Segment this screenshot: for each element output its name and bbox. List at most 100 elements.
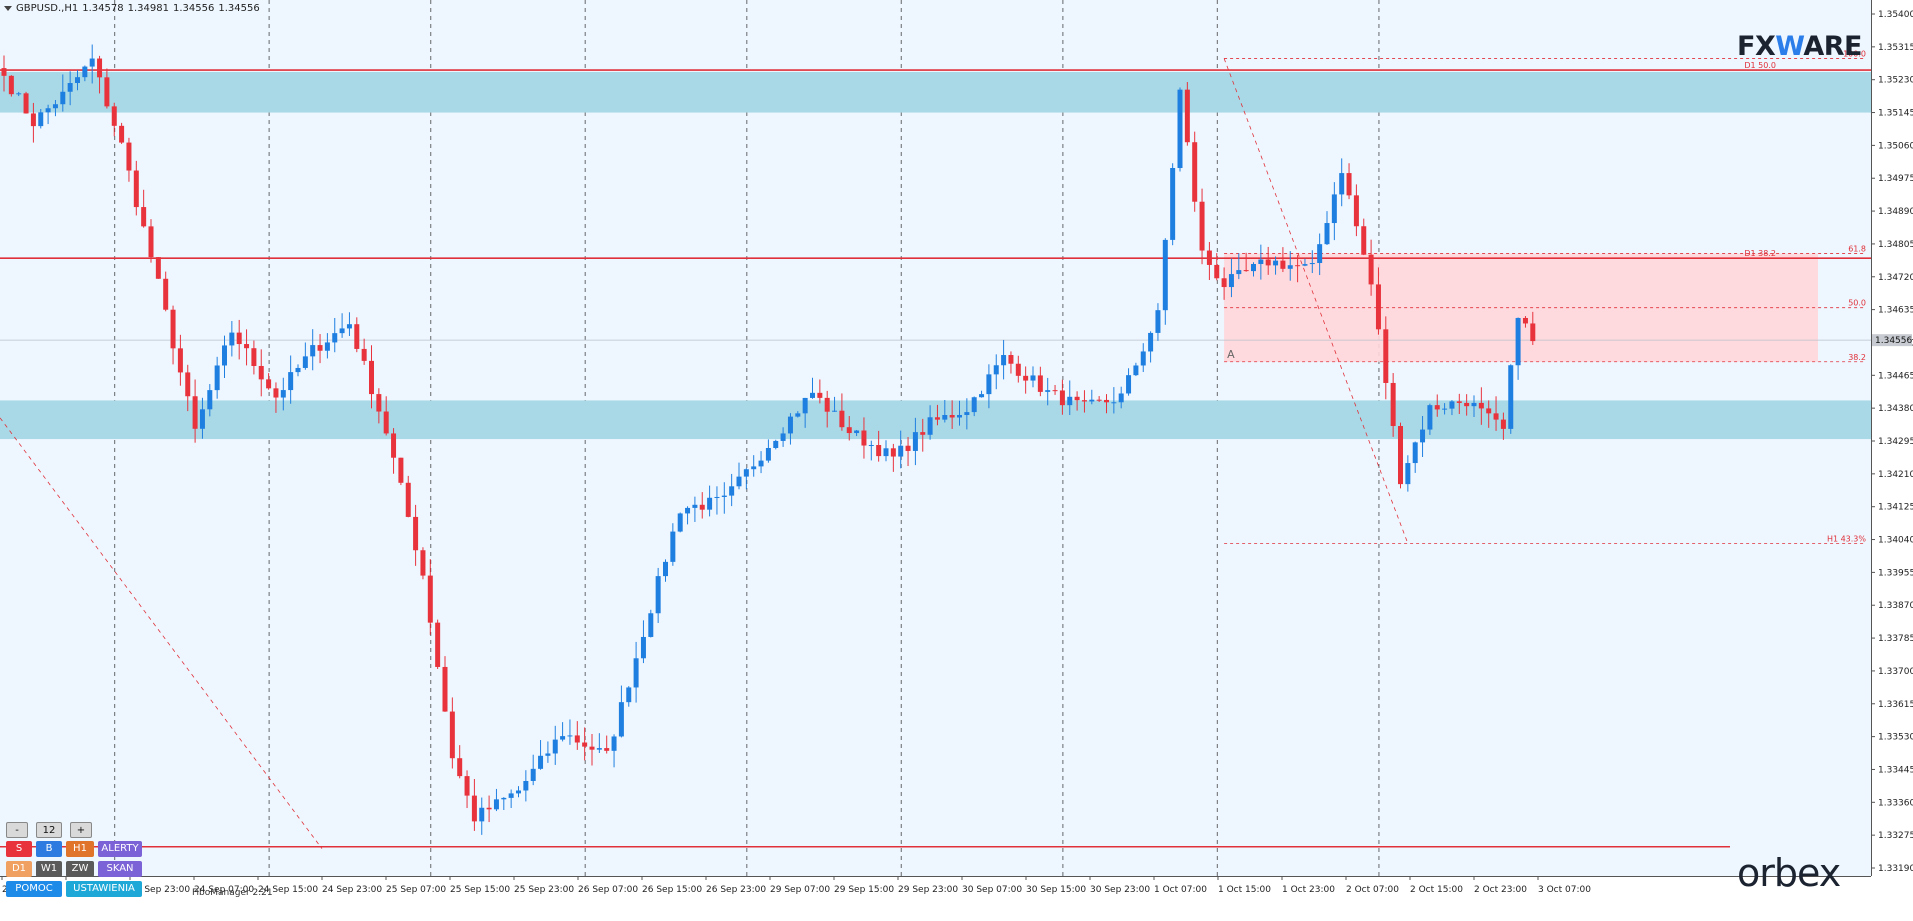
- sell-button[interactable]: S: [6, 841, 32, 857]
- bullish-candle: [810, 392, 815, 398]
- bearish-candle: [1361, 226, 1367, 255]
- bullish-candle: [493, 799, 499, 810]
- bearish-candle: [1081, 400, 1087, 402]
- bearish-candle: [192, 396, 198, 429]
- bearish-candle: [1023, 375, 1029, 381]
- bearish-candle: [464, 776, 470, 796]
- settings-button[interactable]: USTAWIENIA: [66, 881, 142, 897]
- bearish-candle: [1390, 382, 1396, 427]
- bearish-candle: [839, 410, 845, 428]
- bearish-candle: [413, 516, 419, 551]
- bullish-candle: [1258, 259, 1264, 265]
- bearish-candle: [1096, 399, 1102, 401]
- bullish-candle: [765, 447, 771, 461]
- bullish-candle: [1236, 270, 1242, 275]
- increase-button[interactable]: +: [70, 822, 92, 838]
- bullish-candle: [280, 390, 286, 398]
- bullish-candle: [1317, 244, 1323, 264]
- alerts-button[interactable]: ALERTY: [98, 841, 142, 857]
- time-tick-label: 24 Sep 23:00: [322, 885, 382, 895]
- bearish-candle: [1008, 355, 1014, 364]
- price-tick-label: 1.33445: [1878, 765, 1913, 775]
- bullish-candle: [832, 410, 838, 412]
- help-button[interactable]: POMOC: [6, 881, 62, 897]
- price-tick-label: 1.34890: [1878, 207, 1913, 217]
- bearish-candle: [1464, 402, 1470, 407]
- zw-button[interactable]: ZW: [66, 861, 94, 877]
- bullish-candle: [67, 83, 73, 92]
- bearish-candle: [1059, 390, 1065, 406]
- decrease-button[interactable]: -: [6, 822, 28, 838]
- bullish-candle: [618, 702, 624, 737]
- time-tick-label: 30 Sep 15:00: [1026, 885, 1086, 895]
- h1-button[interactable]: H1: [66, 841, 94, 857]
- bearish-candle: [1346, 173, 1352, 196]
- symbol-label: GBPUSD.,H1: [16, 3, 79, 14]
- price-tick-label: 1.34635: [1878, 306, 1913, 316]
- bearish-candle: [104, 77, 110, 107]
- bullish-candle: [1442, 408, 1448, 410]
- buy-button[interactable]: B: [36, 841, 62, 857]
- plot-background: [0, 0, 1871, 921]
- time-tick-label: 1 Oct 15:00: [1218, 885, 1271, 895]
- bearish-candle: [1434, 405, 1440, 410]
- bearish-candle: [1192, 142, 1198, 202]
- bullish-candle: [1089, 399, 1095, 402]
- bullish-candle: [530, 768, 536, 781]
- low-price: 1.34556: [172, 3, 215, 14]
- bearish-candle: [1184, 89, 1190, 143]
- bullish-candle: [1177, 89, 1183, 169]
- bullish-candle: [545, 753, 551, 756]
- bullish-candle: [751, 466, 757, 470]
- w1-button[interactable]: W1: [36, 861, 62, 877]
- bearish-candle: [427, 575, 433, 623]
- bearish-candle: [185, 372, 191, 397]
- bullish-candle: [964, 412, 970, 415]
- bearish-candle: [420, 550, 426, 576]
- bullish-candle: [1251, 264, 1256, 272]
- time-tick-label: 30 Sep 23:00: [1090, 885, 1150, 895]
- bullish-candle: [567, 735, 573, 737]
- bearish-candle: [934, 417, 940, 420]
- bullish-candle: [1228, 274, 1234, 288]
- time-tick-label: 26 Sep 15:00: [642, 885, 702, 895]
- bearish-candle: [905, 445, 911, 451]
- scan-button[interactable]: SKAN: [98, 861, 142, 877]
- bullish-candle: [339, 328, 345, 334]
- support-resistance-zone: [0, 400, 1871, 440]
- bullish-candle: [795, 413, 801, 417]
- step-value-field[interactable]: 12: [36, 822, 62, 838]
- bullish-candle: [780, 433, 786, 441]
- bearish-candle: [97, 58, 103, 78]
- dropdown-triangle-icon[interactable]: [4, 5, 12, 11]
- bullish-candle: [75, 77, 80, 84]
- bearish-candle: [258, 365, 264, 380]
- time-tick-label: 3 Oct 07:00: [1538, 885, 1591, 895]
- bullish-candle: [1133, 365, 1139, 376]
- bearish-candle: [1530, 323, 1536, 342]
- bearish-candle: [890, 448, 896, 457]
- time-tick-label: 2 Oct 15:00: [1410, 885, 1463, 895]
- bullish-candle: [1405, 463, 1411, 485]
- bearish-candle: [354, 324, 360, 349]
- bullish-candle: [743, 469, 749, 477]
- bullish-candle: [640, 636, 646, 659]
- bearish-candle: [163, 278, 169, 310]
- bullish-candle: [516, 790, 521, 794]
- d1-button[interactable]: D1: [6, 861, 32, 877]
- bearish-candle: [1478, 402, 1484, 409]
- fxware-logo-part: ARE: [1803, 31, 1862, 62]
- bullish-candle: [1111, 402, 1117, 404]
- current-price-badge: [1872, 334, 1912, 347]
- bullish-candle: [207, 390, 213, 410]
- bullish-candle: [1420, 429, 1426, 443]
- price-tick-label: 1.34975: [1878, 174, 1913, 184]
- bearish-candle: [170, 309, 176, 349]
- bearish-candle: [435, 622, 441, 667]
- bullish-candle: [1126, 375, 1132, 394]
- time-tick-label: 29 Sep 07:00: [770, 885, 830, 895]
- bullish-candle: [957, 414, 962, 418]
- bearish-candle: [442, 666, 448, 712]
